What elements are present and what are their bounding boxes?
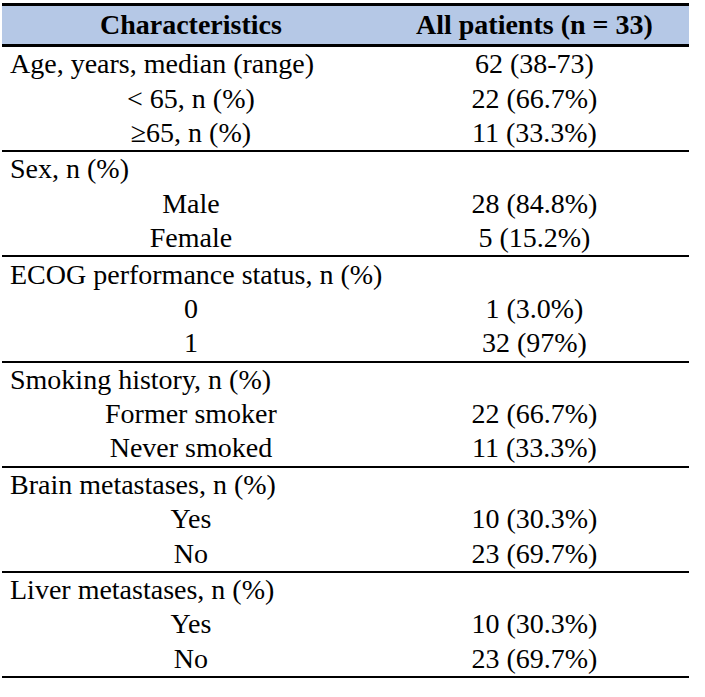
row-value: 62 (38-73) (380, 48, 689, 80)
table-row: ECOG performance status, n (%) (2, 257, 689, 291)
row-value: 23 (69.7%) (380, 643, 689, 675)
table-row: Brain metastases, n (%) (2, 468, 689, 502)
row-label: 0 (2, 293, 380, 325)
table-row: ≥65, n (%)11 (33.3%) (2, 116, 689, 150)
row-value: 32 (97%) (380, 327, 689, 359)
table-body: Age, years, median (range)62 (38-73)< 65… (2, 47, 689, 678)
table-row: 132 (97%) (2, 326, 689, 360)
row-label: ≥65, n (%) (2, 117, 380, 149)
characteristics-table: Characteristics All patients (n = 33) Ag… (2, 3, 689, 678)
header-characteristics: Characteristics (2, 9, 380, 41)
table-row: 01 (3.0%) (2, 292, 689, 326)
table-row: Yes10 (30.3%) (2, 607, 689, 641)
row-value: 28 (84.8%) (380, 188, 689, 220)
row-value: 11 (33.3%) (380, 117, 689, 149)
row-value: 22 (66.7%) (380, 83, 689, 115)
table-row: Female5 (15.2%) (2, 221, 689, 255)
table-section: Age, years, median (range)62 (38-73)< 65… (2, 47, 689, 152)
row-label: No (2, 643, 380, 675)
row-label: Smoking history, n (%) (2, 364, 380, 396)
row-value: 1 (3.0%) (380, 293, 689, 325)
row-label: Never smoked (2, 432, 380, 464)
row-label: Former smoker (2, 398, 380, 430)
table-row: No23 (69.7%) (2, 642, 689, 676)
row-label: Male (2, 188, 380, 220)
row-value: 10 (30.3%) (380, 608, 689, 640)
row-label: Liver metastases, n (%) (2, 574, 380, 606)
table-row: Male28 (84.8%) (2, 187, 689, 221)
table-row: Yes10 (30.3%) (2, 502, 689, 536)
table-row: No23 (69.7%) (2, 536, 689, 570)
row-label: Brain metastases, n (%) (2, 469, 380, 501)
row-label: Age, years, median (range) (2, 48, 380, 80)
row-label: Yes (2, 608, 380, 640)
table-row: Sex, n (%) (2, 152, 689, 186)
table-section: ECOG performance status, n (%)01 (3.0%)1… (2, 257, 689, 362)
row-label: Yes (2, 503, 380, 535)
table-section: Liver metastases, n (%)Yes10 (30.3%)No23… (2, 573, 689, 678)
row-label: ECOG performance status, n (%) (2, 259, 380, 291)
table-section: Sex, n (%)Male28 (84.8%)Female5 (15.2%) (2, 152, 689, 257)
table-row: Never smoked11 (33.3%) (2, 431, 689, 465)
table-row: Liver metastases, n (%) (2, 573, 689, 607)
table-section: Smoking history, n (%)Former smoker22 (6… (2, 363, 689, 468)
row-label: < 65, n (%) (2, 83, 380, 115)
row-label: No (2, 538, 380, 570)
row-value: 10 (30.3%) (380, 503, 689, 535)
header-all-patients: All patients (n = 33) (380, 9, 689, 41)
row-value: 11 (33.3%) (380, 432, 689, 464)
row-value: 22 (66.7%) (380, 398, 689, 430)
row-label: 1 (2, 327, 380, 359)
table-row: Former smoker22 (66.7%) (2, 397, 689, 431)
row-value: 5 (15.2%) (380, 222, 689, 254)
row-value: 23 (69.7%) (380, 538, 689, 570)
table-row: Age, years, median (range)62 (38-73) (2, 47, 689, 81)
table-row: < 65, n (%)22 (66.7%) (2, 81, 689, 115)
row-label: Female (2, 222, 380, 254)
table-row: Smoking history, n (%) (2, 363, 689, 397)
table-header-row: Characteristics All patients (n = 33) (2, 3, 689, 47)
row-label: Sex, n (%) (2, 153, 380, 185)
table-section: Brain metastases, n (%)Yes10 (30.3%)No23… (2, 468, 689, 573)
